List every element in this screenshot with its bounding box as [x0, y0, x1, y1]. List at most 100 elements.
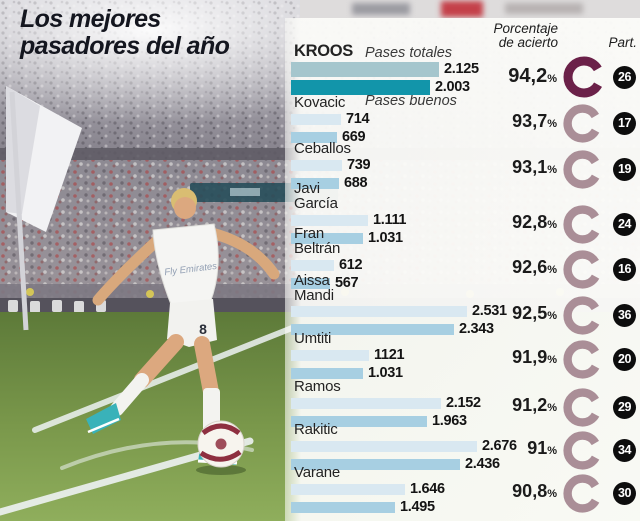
total-passes-bar: [291, 61, 439, 77]
accuracy-percent: 92,6%: [512, 257, 557, 277]
total-passes-bar: [291, 349, 369, 361]
player-row: Rakitic 2.676 2.436 91% 34: [285, 421, 640, 476]
accuracy-donut-icon: [562, 204, 603, 250]
player-row: Ramos 2.152 1.963 91,2% 29: [285, 378, 640, 432]
matches-badge: 36: [613, 303, 636, 327]
pass-bars: 714 669: [291, 111, 370, 145]
player-row: Umtiti 1121 1.031 91,9% 20: [285, 331, 640, 385]
good-passes-bar: [291, 458, 460, 470]
total-passes-value: 2.152: [446, 395, 481, 411]
good-passes-value: 1.495: [400, 499, 435, 515]
total-passes-bar: [291, 305, 467, 317]
accuracy-percent: 92,8%: [512, 212, 557, 232]
good-passes-bar: [291, 415, 427, 427]
good-passes-bar: [291, 501, 395, 513]
matches-badge: 16: [613, 257, 636, 281]
good-passes-value: 1.031: [368, 230, 403, 246]
player-name: Ramos: [294, 378, 341, 395]
matches-badge: 30: [613, 481, 636, 505]
column-header-part: Part.: [608, 35, 637, 50]
good-passes-value: 567: [335, 275, 359, 291]
player-row: KROOS 2.125 2.003 94,2% 26: [285, 42, 640, 98]
matches-badge: 17: [613, 111, 636, 135]
good-passes-value: 1.963: [432, 413, 467, 429]
good-passes-bar: [291, 323, 454, 335]
page-title: Los mejores pasadores del año: [20, 5, 230, 60]
good-passes-bar: [291, 367, 363, 379]
total-passes-value: 1.646: [410, 481, 445, 497]
good-passes-bar: [291, 177, 339, 189]
accuracy-donut-icon: [562, 103, 603, 149]
total-passes-bar: [291, 397, 441, 409]
matches-badge: 26: [613, 65, 636, 89]
pass-bars: 739 688: [291, 157, 371, 191]
good-passes-bar: [291, 79, 430, 95]
good-passes-value: 688: [344, 175, 368, 191]
matches-badge: 20: [613, 347, 636, 371]
total-passes-value: 2.125: [444, 61, 479, 77]
accuracy-percent: 94,2%: [508, 65, 557, 87]
accuracy-donut-icon: [562, 473, 603, 519]
accuracy-percent: 91,9%: [512, 347, 557, 367]
accuracy-donut-icon: [562, 295, 603, 341]
good-passes-value: 2.436: [465, 456, 500, 472]
good-passes-bar: [291, 131, 337, 143]
pass-bars: 2.125 2.003: [291, 61, 479, 95]
player-name: KROOS: [294, 42, 354, 60]
accuracy-percent: 91,2%: [512, 395, 557, 415]
player-name: Aissa Mandi: [294, 272, 334, 304]
accuracy-donut-icon: [562, 149, 603, 195]
total-passes-value: 2.531: [472, 303, 507, 319]
pass-bars: 1.111 1.031: [291, 212, 406, 246]
accuracy-header-line-1: Porcentaje: [493, 21, 558, 36]
pass-bars: 2.152 1.963: [291, 395, 481, 429]
player-row: Kovacic 714 669 93,7% 17: [285, 95, 640, 149]
total-passes-value: 612: [339, 257, 363, 273]
pass-bars: 2.676 2.436: [291, 438, 517, 472]
legend-good-passes: Pases buenos: [365, 93, 457, 109]
accuracy-percent: 93,1%: [512, 157, 557, 177]
player-name: Rakitic: [294, 421, 338, 438]
total-passes-bar: [291, 214, 368, 226]
matches-badge: 34: [613, 438, 636, 462]
player-name: Varane: [294, 464, 341, 481]
accuracy-header-line-2: de acierto: [498, 35, 558, 50]
ball-icon: [196, 420, 246, 475]
good-passes-bar: [291, 277, 330, 289]
accuracy-percent: 90,8%: [512, 481, 557, 501]
player-row: Fran Beltrán 612 567 92,6% 16: [285, 225, 640, 291]
accuracy-donut-icon: [562, 249, 603, 295]
player-row: Aissa Mandi 2.531 2.343 92,5% 36: [285, 272, 640, 337]
title-line-2: pasadores del año: [20, 32, 230, 60]
title-line-1: Los mejores: [20, 5, 161, 33]
pass-bars: 2.531 2.343: [291, 303, 507, 337]
column-header-accuracy: Porcentaje de acierto: [493, 22, 558, 50]
accuracy-percent: 91%: [527, 438, 557, 458]
total-passes-bar: [291, 113, 341, 125]
matches-badge: 29: [613, 395, 636, 419]
total-passes-value: 1.111: [373, 212, 407, 228]
total-passes-value: 1121: [374, 347, 405, 363]
total-passes-bar: [291, 259, 334, 271]
accuracy-donut-icon: [562, 430, 603, 476]
player-name: Fran Beltrán: [294, 225, 341, 257]
accuracy-percent: 92,5%: [512, 303, 557, 323]
good-passes-value: 2.343: [459, 321, 494, 337]
total-passes-value: 739: [347, 157, 371, 173]
total-passes-value: 2.676: [482, 438, 517, 454]
player-row: Javi García 1.111 1.031 92,8% 24: [285, 181, 640, 246]
total-passes-bar: [291, 440, 477, 452]
accuracy-percent: 93,7%: [512, 111, 557, 131]
legend-total-passes: Pases totales: [365, 45, 453, 61]
player-row: Ceballos 739 688 93,1% 19: [285, 141, 640, 195]
good-passes-bar: [291, 232, 363, 244]
pass-bars: 1.646 1.495: [291, 481, 445, 515]
matches-badge: 19: [613, 157, 636, 181]
player-row: Varane 1.646 1.495 90,8% 30: [285, 464, 640, 519]
total-passes-bar: [291, 159, 342, 171]
accuracy-donut-icon: [562, 339, 603, 385]
jersey-number-text: 8: [199, 321, 207, 337]
total-passes-bar: [291, 483, 405, 495]
good-passes-value: 669: [342, 129, 366, 145]
